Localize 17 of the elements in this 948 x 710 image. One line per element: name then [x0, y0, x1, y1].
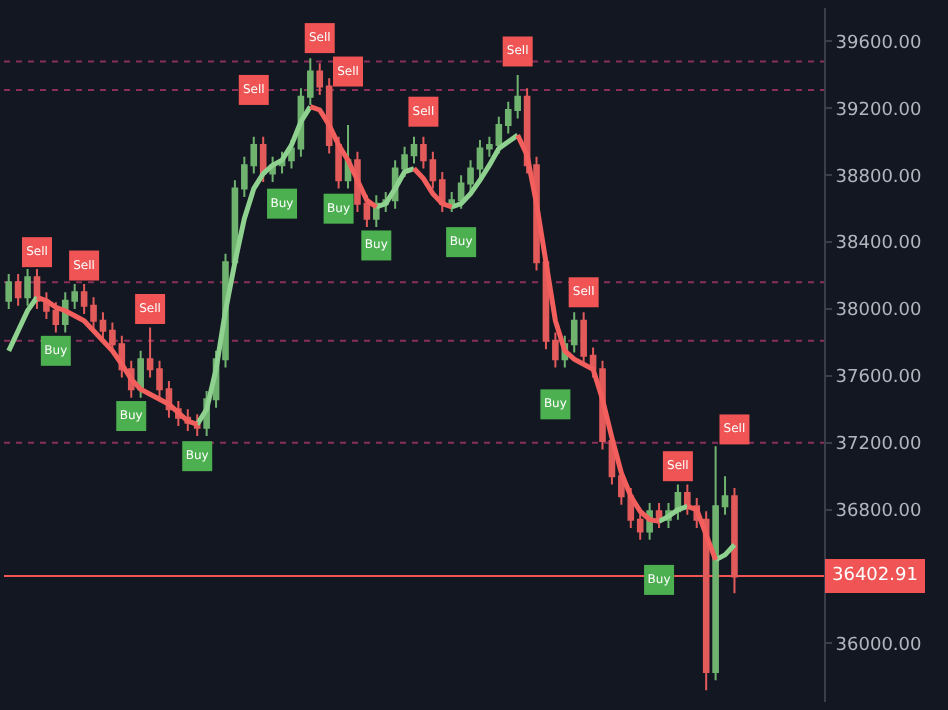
y-tick-label: 39200.00: [835, 100, 923, 121]
candlestick: [14, 272, 22, 307]
candlestick: [137, 349, 144, 399]
y-tick-label: 39600.00: [835, 33, 923, 54]
ref-line-label: 36402.91: [832, 566, 918, 586]
candlestick: [702, 510, 710, 692]
y-tick-label: 36800.00: [835, 501, 923, 522]
y-tick-label: 38000.00: [835, 301, 923, 322]
candlestick: [5, 272, 13, 311]
y-tick-label: 37600.00: [835, 368, 923, 389]
candlestick: [684, 483, 691, 516]
y-tick-label: 38400.00: [835, 234, 923, 255]
y-tick-label: 38800.00: [835, 167, 923, 188]
y-tick-label: 36000.00: [835, 635, 923, 656]
candlestick: [24, 267, 31, 307]
candlestick: [731, 486, 738, 595]
y-tick-label: 37200.00: [835, 435, 923, 456]
